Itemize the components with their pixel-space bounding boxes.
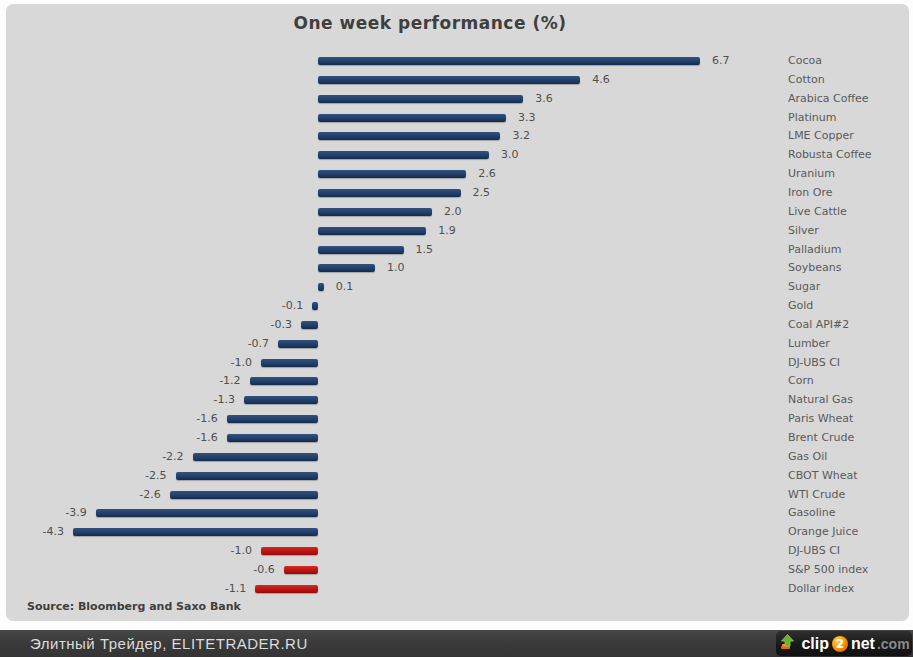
bar <box>318 151 489 159</box>
value-label: -3.9 <box>65 506 86 520</box>
logo-net-text: net <box>851 631 875 656</box>
footer-credit: Элитный Трейдер, ELITETRADER.RU <box>30 630 308 657</box>
value-label: -1.1 <box>225 582 246 596</box>
value-label: -1.3 <box>213 393 234 407</box>
bar <box>278 340 318 348</box>
value-label: -4.3 <box>42 525 63 539</box>
value-label: -1.6 <box>196 431 217 445</box>
value-label: 3.2 <box>512 129 530 143</box>
bar <box>244 396 318 404</box>
value-label: -0.7 <box>248 337 269 351</box>
value-label: -2.5 <box>145 469 166 483</box>
value-label: -0.6 <box>253 563 274 577</box>
category-label: Silver <box>788 224 819 238</box>
value-label: 1.0 <box>387 261 405 275</box>
bar <box>318 189 461 197</box>
bar <box>193 453 318 461</box>
category-label: Brent Crude <box>788 431 854 445</box>
bar <box>318 114 506 122</box>
bar <box>318 208 432 216</box>
screenshot-root: One week performance (%) 6.7 Cocoa 4.6 Cott… <box>0 0 913 657</box>
bar <box>284 566 318 574</box>
bar <box>318 57 700 65</box>
footer-bar: Элитный Трейдер, ELITETRADER.RU clip 2 n… <box>0 630 913 657</box>
category-label: Soybeans <box>788 261 841 275</box>
bar <box>318 227 426 235</box>
value-label: -1.6 <box>196 412 217 426</box>
category-label: S&P 500 index <box>788 563 868 577</box>
value-label: -0.3 <box>270 318 291 332</box>
upload-arrow-icon <box>778 633 796 655</box>
bar <box>170 491 318 499</box>
category-label: Robusta Coffee <box>788 148 872 162</box>
category-label: Cotton <box>788 73 825 87</box>
category-label: LME Copper <box>788 129 854 143</box>
category-label: Platinum <box>788 111 836 125</box>
bar <box>318 283 324 291</box>
bar <box>176 472 319 480</box>
clip2net-logo[interactable]: clip 2 net .com <box>776 631 912 656</box>
bar <box>255 585 318 593</box>
bar <box>318 170 466 178</box>
value-label: 4.6 <box>592 73 610 87</box>
category-label: Orange Juice <box>788 525 858 539</box>
value-label: -2.6 <box>139 488 160 502</box>
bar <box>318 132 500 140</box>
category-label: Gas Oil <box>788 450 827 464</box>
category-label: Palladium <box>788 243 841 257</box>
value-label: -1.2 <box>219 374 240 388</box>
category-label: CBOT Wheat <box>788 469 858 483</box>
bar <box>318 76 580 84</box>
category-label: Gasoline <box>788 506 836 520</box>
category-label: DJ-UBS CI <box>788 544 840 558</box>
chart-title: One week performance (%) <box>0 13 860 33</box>
bar <box>261 547 318 555</box>
category-label: Lumber <box>788 337 830 351</box>
bar <box>261 359 318 367</box>
value-label: 3.6 <box>535 92 553 106</box>
category-label: Uranium <box>788 167 835 181</box>
value-label: 3.0 <box>501 148 519 162</box>
value-label: 0.1 <box>336 280 354 294</box>
category-label: Dollar index <box>788 582 854 596</box>
value-label: 2.0 <box>444 205 462 219</box>
value-label: 3.3 <box>518 111 536 125</box>
value-label: -0.1 <box>282 299 303 313</box>
value-label: 6.7 <box>712 54 730 68</box>
bar <box>318 246 404 254</box>
source-note: Source: Bloomberg and Saxo Bank <box>27 600 241 613</box>
logo-2-badge: 2 <box>832 636 848 652</box>
category-label: Live Cattle <box>788 205 847 219</box>
category-label: Iron Ore <box>788 186 832 200</box>
category-label: Coal API#2 <box>788 318 849 332</box>
value-label: -1.0 <box>231 356 252 370</box>
value-label: 1.5 <box>416 243 434 257</box>
category-label: Natural Gas <box>788 393 853 407</box>
bar <box>96 509 318 517</box>
bar <box>312 302 318 310</box>
category-label: Sugar <box>788 280 820 294</box>
category-label: Arabica Coffee <box>788 92 869 106</box>
bar <box>73 528 318 536</box>
category-label: Gold <box>788 299 813 313</box>
category-label: WTI Crude <box>788 488 845 502</box>
category-label: Paris Wheat <box>788 412 853 426</box>
logo-com-text: .com <box>877 636 910 652</box>
value-label: -1.0 <box>231 544 252 558</box>
category-label: DJ-UBS CI <box>788 356 840 370</box>
value-label: 2.6 <box>478 167 496 181</box>
bar <box>227 434 318 442</box>
logo-clip-text: clip <box>801 631 829 656</box>
value-label: -2.2 <box>162 450 183 464</box>
bar <box>250 377 318 385</box>
category-label: Cocoa <box>788 54 822 68</box>
bar <box>227 415 318 423</box>
category-label: Corn <box>788 374 814 388</box>
value-label: 1.9 <box>438 224 456 238</box>
bar <box>318 264 375 272</box>
bar <box>301 321 318 329</box>
bar <box>318 95 523 103</box>
value-label: 2.5 <box>473 186 491 200</box>
